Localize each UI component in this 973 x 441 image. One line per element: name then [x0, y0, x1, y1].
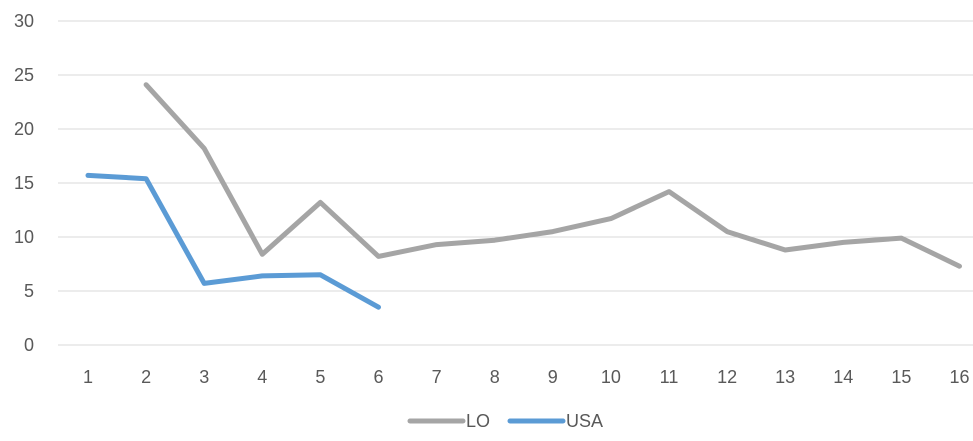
x-tick-label: 9	[548, 367, 558, 387]
y-tick-label: 30	[14, 11, 34, 31]
x-tick-label: 13	[775, 367, 795, 387]
y-tick-label: 0	[24, 335, 34, 355]
x-tick-label: 16	[949, 367, 969, 387]
legend: LO USA	[407, 411, 603, 431]
grid-lines	[58, 20, 973, 346]
y-tick-label: 20	[14, 119, 34, 139]
x-tick-label: 4	[257, 367, 267, 387]
x-tick-label: 2	[141, 367, 151, 387]
series-line-usa	[85, 172, 381, 310]
x-tick-label: 3	[199, 367, 209, 387]
y-tick-label: 10	[14, 227, 34, 247]
x-tick-label: 12	[717, 367, 737, 387]
x-tick-label: 8	[490, 367, 500, 387]
legend-label-lo: LO	[466, 411, 490, 431]
y-tick-label: 25	[14, 65, 34, 85]
x-tick-label: 7	[432, 367, 442, 387]
y-tick-label: 5	[24, 281, 34, 301]
x-tick-label: 14	[833, 367, 853, 387]
x-tick-label: 6	[373, 367, 383, 387]
series-line-lo	[143, 82, 962, 269]
series-lines	[85, 82, 962, 310]
legend-label-usa: USA	[566, 411, 603, 431]
x-tick-label: 5	[315, 367, 325, 387]
x-axis-ticks: 1 2 3 4 5 6 7 8 9 10 11 12 13 14 15 16	[83, 367, 970, 387]
x-tick-label: 11	[660, 367, 679, 387]
y-axis-ticks: 0 5 10 15 20 25 30	[14, 11, 34, 355]
y-tick-label: 15	[14, 173, 34, 193]
x-tick-label: 15	[891, 367, 911, 387]
x-tick-label: 1	[83, 367, 93, 387]
x-tick-label: 10	[601, 367, 621, 387]
